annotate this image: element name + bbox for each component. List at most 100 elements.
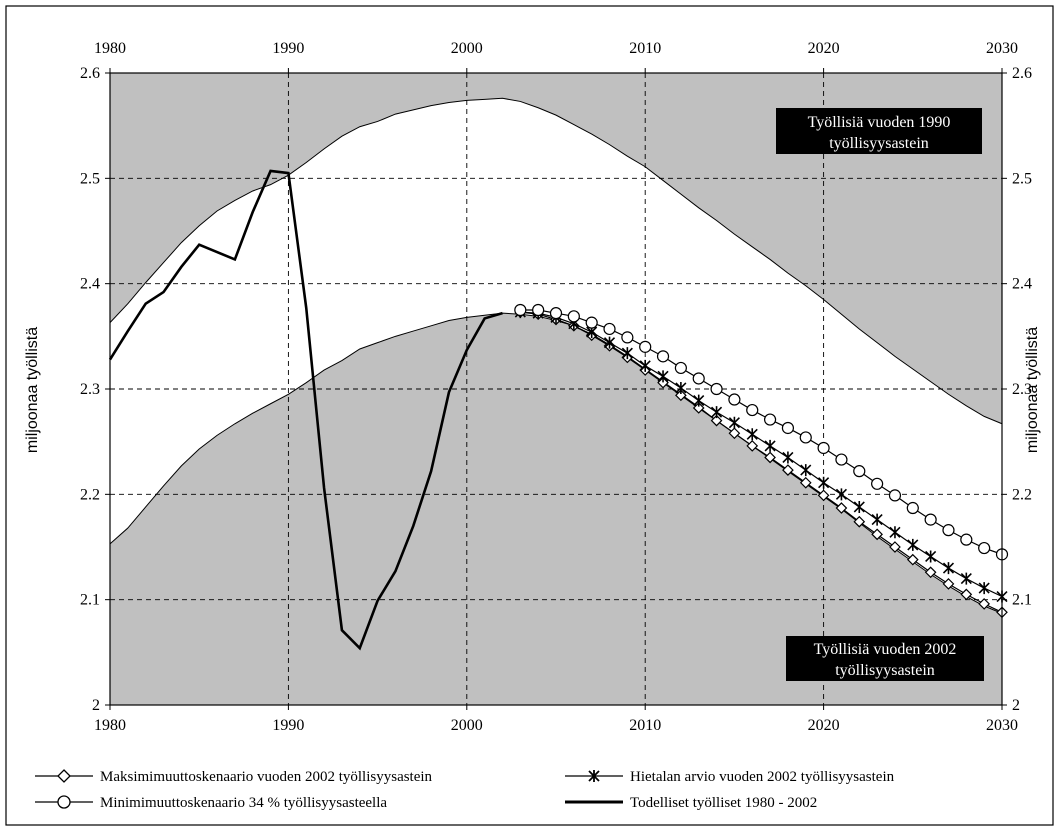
data-point bbox=[782, 464, 794, 476]
annotation-box-2002-bg bbox=[786, 636, 984, 681]
y-tick-label-right: 2.2 bbox=[1012, 486, 1032, 503]
annotation-2002-line-2: työllisyysastein bbox=[835, 662, 935, 679]
data-point bbox=[799, 431, 812, 444]
data-point bbox=[621, 331, 634, 344]
legend-label-max: Maksimimuuttoskenaario vuoden 2002 työll… bbox=[100, 769, 433, 785]
series-line bbox=[520, 309, 1003, 555]
series-line bbox=[108, 169, 503, 651]
legend: Maksimimuuttoskenaario vuoden 2002 työll… bbox=[35, 769, 895, 811]
data-point bbox=[656, 350, 670, 363]
data-point bbox=[693, 394, 705, 407]
data-point bbox=[942, 524, 955, 537]
y-tick-label-left: 2 bbox=[92, 697, 100, 714]
annotation-box-2002: Työllisiä vuoden 2002 työllisyysastein bbox=[786, 636, 984, 681]
x-tick-label-top: 2020 bbox=[808, 40, 840, 57]
y-tick-label-left: 2.3 bbox=[80, 381, 100, 398]
data-point bbox=[674, 361, 687, 375]
data-point bbox=[835, 488, 848, 501]
data-point bbox=[978, 541, 991, 555]
data-point bbox=[907, 538, 919, 551]
annotation-box-1990: Työllisiä vuoden 1990 työllisyysastein bbox=[776, 108, 982, 154]
legend-marker-star bbox=[588, 770, 600, 782]
data-point bbox=[978, 582, 990, 595]
data-point bbox=[728, 427, 741, 440]
y-tick-label-right: 2.5 bbox=[1012, 170, 1032, 187]
annotation-2002-line-1: Työllisiä vuoden 2002 bbox=[814, 641, 957, 658]
data-point bbox=[978, 598, 991, 610]
annotation-box-1990-bg bbox=[776, 108, 982, 154]
axes: 1980 1980 1990 1990 2000 2000 2010 2010 2020 2020… bbox=[80, 40, 1032, 734]
x-tick-label-top: 2030 bbox=[986, 40, 1018, 57]
data-point bbox=[853, 515, 866, 528]
data-point bbox=[782, 451, 794, 464]
data-point bbox=[817, 489, 830, 502]
gridlines bbox=[110, 73, 1002, 705]
area-between-bounds bbox=[110, 98, 1002, 614]
data-point bbox=[746, 440, 759, 452]
x-tick-label-bottom: 2030 bbox=[986, 717, 1018, 734]
data-point bbox=[924, 566, 937, 579]
y-tick-label-left: 2.5 bbox=[80, 170, 100, 187]
x-tick-label-top: 2000 bbox=[451, 40, 483, 57]
data-point bbox=[853, 465, 866, 478]
x-tick-label-bottom: 2020 bbox=[808, 717, 840, 734]
data-point bbox=[835, 502, 848, 514]
data-point bbox=[603, 336, 616, 349]
data-point bbox=[799, 476, 812, 489]
data-point bbox=[817, 441, 830, 455]
area-upper-boundary bbox=[109, 97, 1003, 425]
annotation-1990-line-1: Työllisiä vuoden 1990 bbox=[808, 114, 951, 131]
data-point bbox=[639, 340, 652, 353]
legend-label-hietala: Hietalan arvio vuoden 2002 työllisyysast… bbox=[630, 769, 895, 785]
data-point bbox=[889, 541, 901, 553]
data-point bbox=[800, 464, 812, 477]
y-tick-label-right: 2.6 bbox=[1012, 65, 1032, 82]
data-point bbox=[906, 553, 919, 566]
data-point bbox=[781, 421, 795, 435]
data-point bbox=[692, 372, 705, 385]
data-point bbox=[532, 303, 545, 317]
data-point bbox=[835, 453, 848, 466]
data-point bbox=[906, 501, 919, 515]
legend-item-actual: Todelliset työlliset 1980 - 2002 bbox=[565, 795, 817, 811]
y-tick-label-right: 2.1 bbox=[1012, 592, 1032, 609]
data-point bbox=[710, 382, 723, 396]
legend-item-hietala: Hietalan arvio vuoden 2002 työllisyysast… bbox=[565, 769, 895, 785]
x-tick-label-bottom: 1980 bbox=[94, 717, 126, 734]
y-axis-label-right: miljoonaa työllistä bbox=[1024, 327, 1041, 453]
data-point bbox=[942, 578, 955, 590]
y-tick-label-left: 2.2 bbox=[80, 486, 100, 503]
data-point bbox=[888, 489, 902, 502]
legend-marker-circle bbox=[57, 795, 71, 809]
data-point bbox=[889, 526, 901, 539]
data-point bbox=[746, 403, 759, 417]
data-point bbox=[657, 376, 669, 389]
data-point bbox=[960, 533, 973, 546]
legend-label-actual: Todelliset työlliset 1980 - 2002 bbox=[630, 795, 817, 811]
legend-item-min: Minimimuuttoskenaario 34 % työllisyysast… bbox=[35, 795, 387, 811]
x-tick-label-top: 1990 bbox=[272, 40, 304, 57]
data-point bbox=[853, 500, 865, 513]
series-line bbox=[520, 311, 1003, 598]
data-point bbox=[639, 359, 651, 372]
data-point bbox=[746, 428, 758, 441]
data-point bbox=[871, 528, 883, 541]
data-point bbox=[764, 451, 776, 464]
data-point bbox=[675, 381, 687, 394]
y-tick-label-left: 2.6 bbox=[80, 65, 100, 82]
annotation-1990-line-2: työllisyysastein bbox=[829, 135, 929, 152]
series-1 bbox=[514, 306, 1008, 603]
data-point bbox=[871, 513, 883, 526]
y-tick-label-right: 2.3 bbox=[1012, 381, 1032, 398]
data-point bbox=[763, 413, 777, 426]
y-tick-label-right: 2.4 bbox=[1012, 276, 1032, 293]
x-tick-label-top: 1980 bbox=[94, 40, 126, 57]
legend-label-min: Minimimuuttoskenaario 34 % työllisyysast… bbox=[100, 795, 387, 811]
data-point bbox=[549, 307, 563, 320]
data-point bbox=[585, 316, 598, 329]
data-point bbox=[925, 550, 937, 563]
data-point bbox=[818, 476, 830, 489]
data-point bbox=[942, 562, 955, 575]
y-tick-label-left: 2.4 bbox=[80, 276, 100, 293]
